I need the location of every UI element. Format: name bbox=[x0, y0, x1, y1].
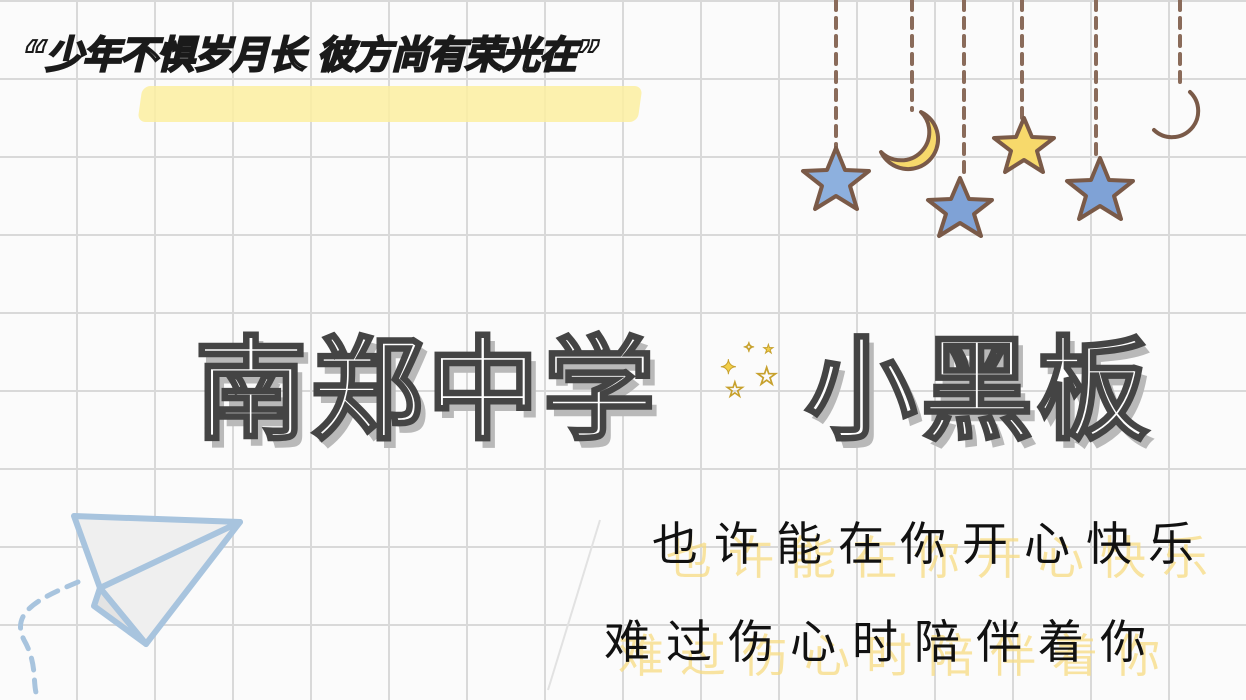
sparkle-icon: ★ bbox=[763, 342, 775, 357]
line1-text: 也许能在你开心快乐 bbox=[652, 517, 1210, 571]
board-name: 小黑板 bbox=[804, 325, 1153, 458]
crescent-moon-icon bbox=[879, 110, 941, 172]
sparkle-icon: ☆ bbox=[754, 362, 779, 393]
line2-text: 难过伤心时陪伴着你 bbox=[604, 615, 1162, 669]
sparkle-icon: ✦ bbox=[720, 355, 738, 380]
crescent-moon-icon bbox=[1152, 90, 1201, 140]
school-name: 南郑中学 bbox=[194, 325, 659, 458]
main-title: 南郑中学 小黑板 ✦ ✧ ☆ ☆ ★ bbox=[194, 300, 1195, 458]
star-icon bbox=[926, 176, 994, 238]
flight-path bbox=[18, 579, 81, 700]
header-quote: “少年不惧岁月长 彼方尚有荣光在” bbox=[21, 32, 601, 78]
sparkle-icon: ✧ bbox=[743, 340, 756, 357]
star-icon bbox=[992, 116, 1056, 174]
line2-shadow: 难过伤心时陪伴着你 bbox=[618, 629, 1176, 683]
star-icon bbox=[1065, 156, 1135, 221]
paper-plane-icon bbox=[71, 513, 243, 647]
sparkle-icon: ☆ bbox=[725, 378, 746, 404]
star-icon bbox=[801, 146, 871, 211]
line1-shadow: 也许能在你开心快乐 bbox=[666, 531, 1224, 585]
quote-highlight bbox=[137, 86, 643, 122]
